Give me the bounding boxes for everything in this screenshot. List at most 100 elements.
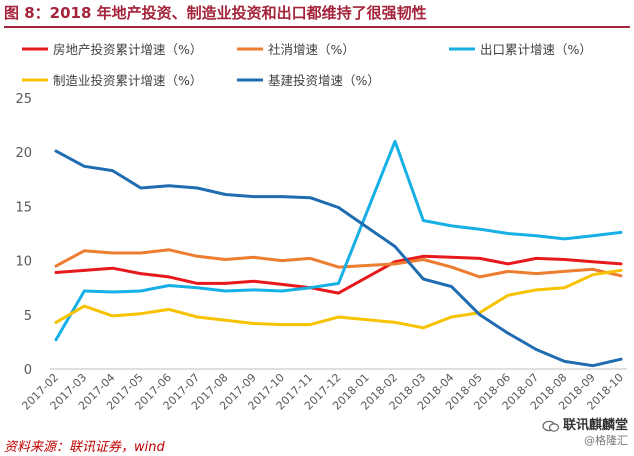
- data-point: [83, 269, 86, 272]
- data-point: [83, 304, 86, 308]
- series-lines: [54, 139, 623, 368]
- legend-label: 社消增速（%）: [268, 42, 355, 57]
- data-point: [563, 270, 566, 273]
- data-point: [506, 270, 510, 273]
- data-point: [139, 289, 142, 293]
- data-point: [224, 289, 227, 293]
- data-point: [252, 288, 255, 292]
- data-point: [54, 321, 58, 324]
- data-point: [139, 251, 142, 255]
- data-point: [535, 288, 538, 292]
- data-point: [478, 227, 481, 231]
- data-point: [252, 195, 255, 198]
- data-point: [422, 219, 425, 222]
- data-point: [309, 286, 312, 289]
- watermark-handle: @格隆汇: [584, 434, 628, 447]
- data-point: [167, 184, 171, 188]
- data-point: [535, 234, 538, 237]
- data-point: [167, 275, 171, 279]
- data-point: [252, 256, 255, 259]
- data-point: [422, 258, 425, 261]
- data-point: [280, 283, 284, 286]
- data-point: [535, 348, 538, 351]
- data-point: [83, 165, 86, 168]
- data-point: [139, 272, 142, 275]
- data-point: [450, 285, 453, 288]
- data-point: [196, 282, 199, 285]
- watermark-brand: 联讯麒麟堂: [542, 418, 628, 433]
- series-line-4: [54, 268, 623, 330]
- data-point: [619, 269, 623, 272]
- data-point: [280, 323, 284, 326]
- y-tick-label: 20: [15, 146, 32, 161]
- data-point: [196, 255, 199, 258]
- data-point: [224, 282, 227, 285]
- x-axis: 2017-022017-032017-042017-052017-062017-…: [19, 371, 626, 413]
- data-point: [337, 291, 340, 295]
- data-point: [393, 245, 397, 248]
- data-point: [196, 186, 199, 190]
- data-point: [450, 224, 453, 228]
- data-point: [111, 169, 114, 172]
- data-point: [506, 262, 510, 266]
- data-point: [506, 294, 510, 297]
- series-line-3: [54, 139, 623, 342]
- data-point: [591, 260, 594, 263]
- data-point: [54, 264, 58, 268]
- legend: 房地产投资累计增速（%） 社消增速（%） 出口累计增速（%） 制造业投资累计增速（%）…: [22, 42, 592, 88]
- data-point: [450, 256, 453, 259]
- data-point: [139, 312, 142, 315]
- data-point: [280, 289, 284, 293]
- data-point: [337, 206, 340, 209]
- data-point: [83, 249, 86, 253]
- series-line-2: [54, 248, 623, 279]
- data-point: [422, 277, 425, 281]
- data-point: [54, 338, 58, 341]
- data-point: [139, 186, 142, 190]
- chart-title: 图 8：2018 年地产投资、制造业投资和出口都维持了很强韧性: [4, 2, 630, 28]
- source-note: 资料来源：联讯证券，wind: [4, 440, 165, 455]
- data-point: [393, 260, 397, 263]
- y-tick-label: 5: [24, 309, 32, 324]
- data-point: [196, 315, 199, 319]
- data-point: [450, 315, 453, 319]
- data-point: [280, 195, 284, 198]
- legend-label: 出口累计增速（%）: [480, 42, 592, 57]
- data-point: [619, 262, 623, 266]
- data-point: [252, 322, 255, 325]
- data-point: [535, 272, 538, 275]
- data-point: [309, 196, 312, 199]
- y-tick-label: 15: [15, 200, 32, 215]
- data-point: [478, 275, 481, 279]
- data-point: [535, 257, 538, 260]
- legend-label: 房地产投资累计增速（%）: [53, 42, 202, 57]
- data-point: [83, 289, 86, 293]
- wechat-icon: [542, 420, 560, 432]
- data-point: [280, 259, 284, 262]
- data-point: [450, 265, 453, 269]
- data-point: [337, 282, 340, 285]
- data-point: [196, 286, 199, 289]
- data-point: [506, 232, 510, 235]
- data-point: [563, 360, 566, 363]
- watermark: 联讯麒麟堂 @格隆汇: [542, 418, 628, 448]
- data-point: [224, 258, 227, 261]
- data-point: [337, 265, 340, 269]
- data-point: [563, 237, 566, 241]
- data-point: [167, 248, 171, 251]
- data-point: [563, 258, 566, 261]
- series-line-1: [54, 254, 623, 295]
- y-tick-label: 25: [15, 92, 32, 107]
- data-point: [393, 140, 397, 143]
- data-point: [591, 268, 594, 271]
- legend-label: 制造业投资累计增速（%）: [53, 73, 202, 88]
- legend-label: 基建投资增速（%）: [268, 73, 380, 88]
- data-point: [422, 255, 425, 258]
- data-point: [619, 231, 623, 234]
- data-point: [506, 332, 510, 335]
- data-point: [309, 257, 312, 260]
- data-point: [167, 308, 171, 311]
- data-point: [422, 326, 425, 330]
- data-point: [111, 266, 114, 270]
